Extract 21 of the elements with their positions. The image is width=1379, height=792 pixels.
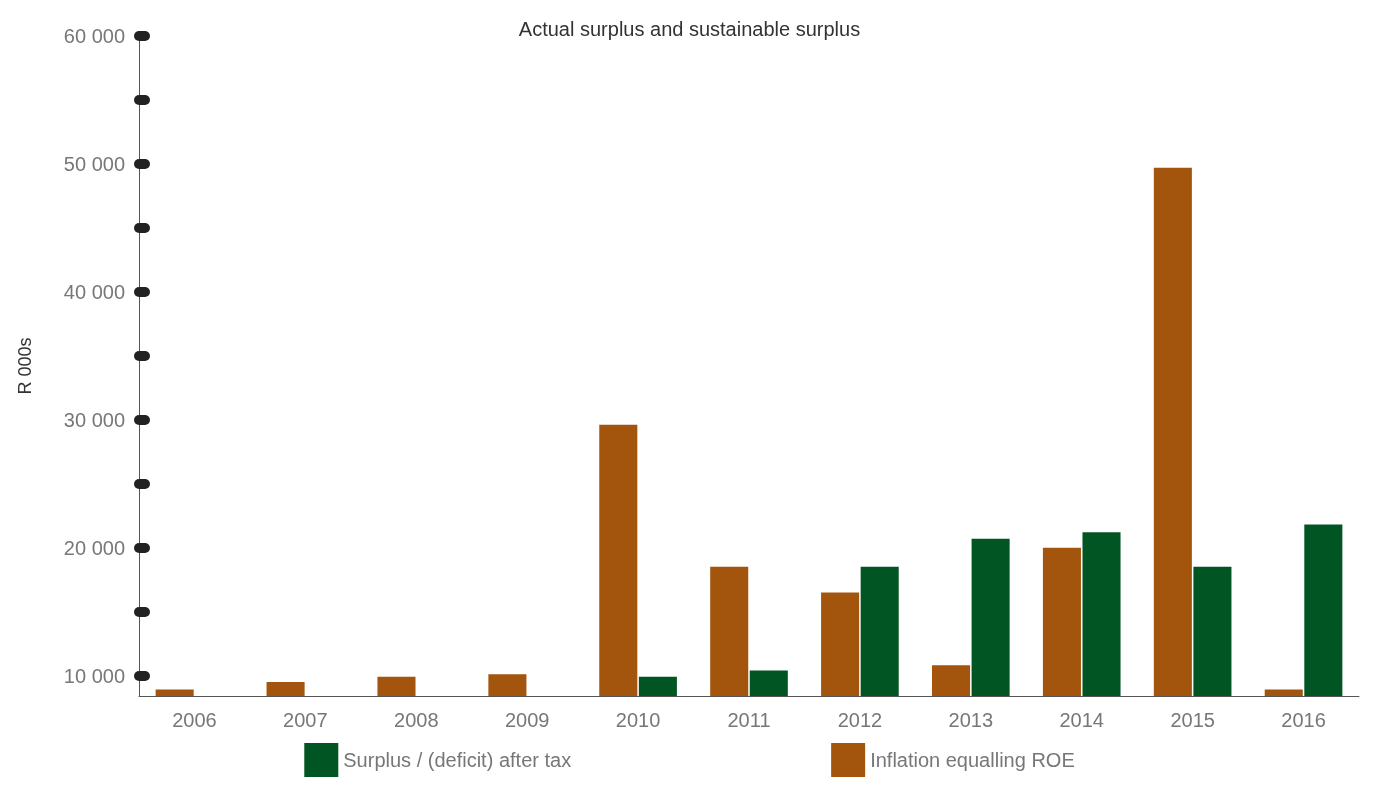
legend-label: Inflation equalling ROE <box>870 749 1075 771</box>
x-tick-label: 2014 <box>1059 709 1104 731</box>
chart-title: Actual surplus and sustainable surplus <box>518 18 861 40</box>
x-tick-label: 2010 <box>615 709 661 731</box>
x-tick-label: 2011 <box>727 709 771 731</box>
x-tick-label: 2015 <box>1170 709 1215 731</box>
x-tick-label: 2007 <box>283 709 328 731</box>
y-tick-label: 20 000 <box>63 536 125 559</box>
x-tick-label: 2006 <box>172 709 217 731</box>
x-tick-label: 2016 <box>1281 709 1326 731</box>
y-tick-label: 30 000 <box>63 408 125 431</box>
x-tick-label: 2012 <box>837 709 883 731</box>
legend-label: Surplus / (deficit) after tax <box>343 749 572 771</box>
y-tick-label: 40 000 <box>63 280 125 303</box>
y-tick-label: 50 000 <box>63 152 125 175</box>
x-tick-label: 2008 <box>394 709 439 731</box>
x-tick-label: 2013 <box>948 709 994 731</box>
y-axis-title: R 000s <box>15 337 35 395</box>
x-tick-label: 2009 <box>504 709 550 731</box>
y-tick-label: 60 000 <box>63 25 125 47</box>
y-tick-label: 10 000 <box>63 664 125 687</box>
